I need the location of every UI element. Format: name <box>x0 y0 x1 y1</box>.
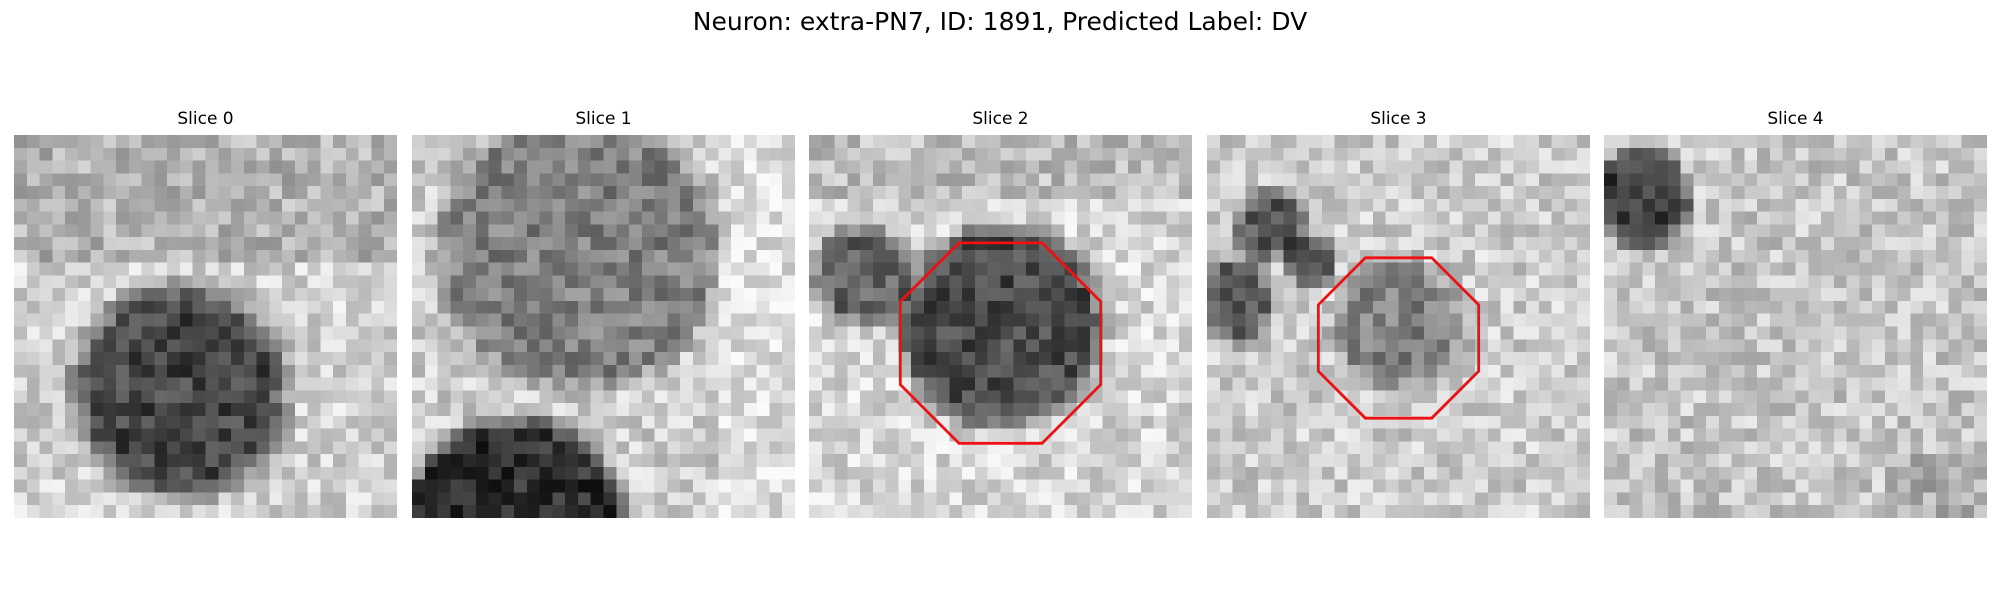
slice-title-1: Slice 1 <box>575 109 632 129</box>
segmentation-outline-slice-2 <box>898 241 1103 445</box>
slice-panel-2: Slice 2 <box>809 108 1192 518</box>
slice-panel-4: Slice 4 <box>1604 108 1987 518</box>
slice-image-3 <box>1207 135 1590 518</box>
slice-title-3: Slice 3 <box>1370 109 1427 129</box>
slice-image-0 <box>14 135 397 518</box>
figure-title: Neuron: extra-PN7, ID: 1891, Predicted L… <box>692 7 1308 36</box>
slice-title-0: Slice 0 <box>177 109 234 129</box>
slice-panel-1: Slice 1 <box>412 108 795 518</box>
slice-panel-3: Slice 3 <box>1207 108 1590 518</box>
segmentation-outline-slice-3 <box>1316 256 1481 420</box>
slice-image-1 <box>412 135 795 518</box>
slice-panel-0: Slice 0 <box>14 108 397 518</box>
slice-image-2 <box>809 135 1192 518</box>
slice-image-4 <box>1604 135 1987 518</box>
slice-title-2: Slice 2 <box>972 109 1029 129</box>
slice-title-4: Slice 4 <box>1767 109 1824 129</box>
